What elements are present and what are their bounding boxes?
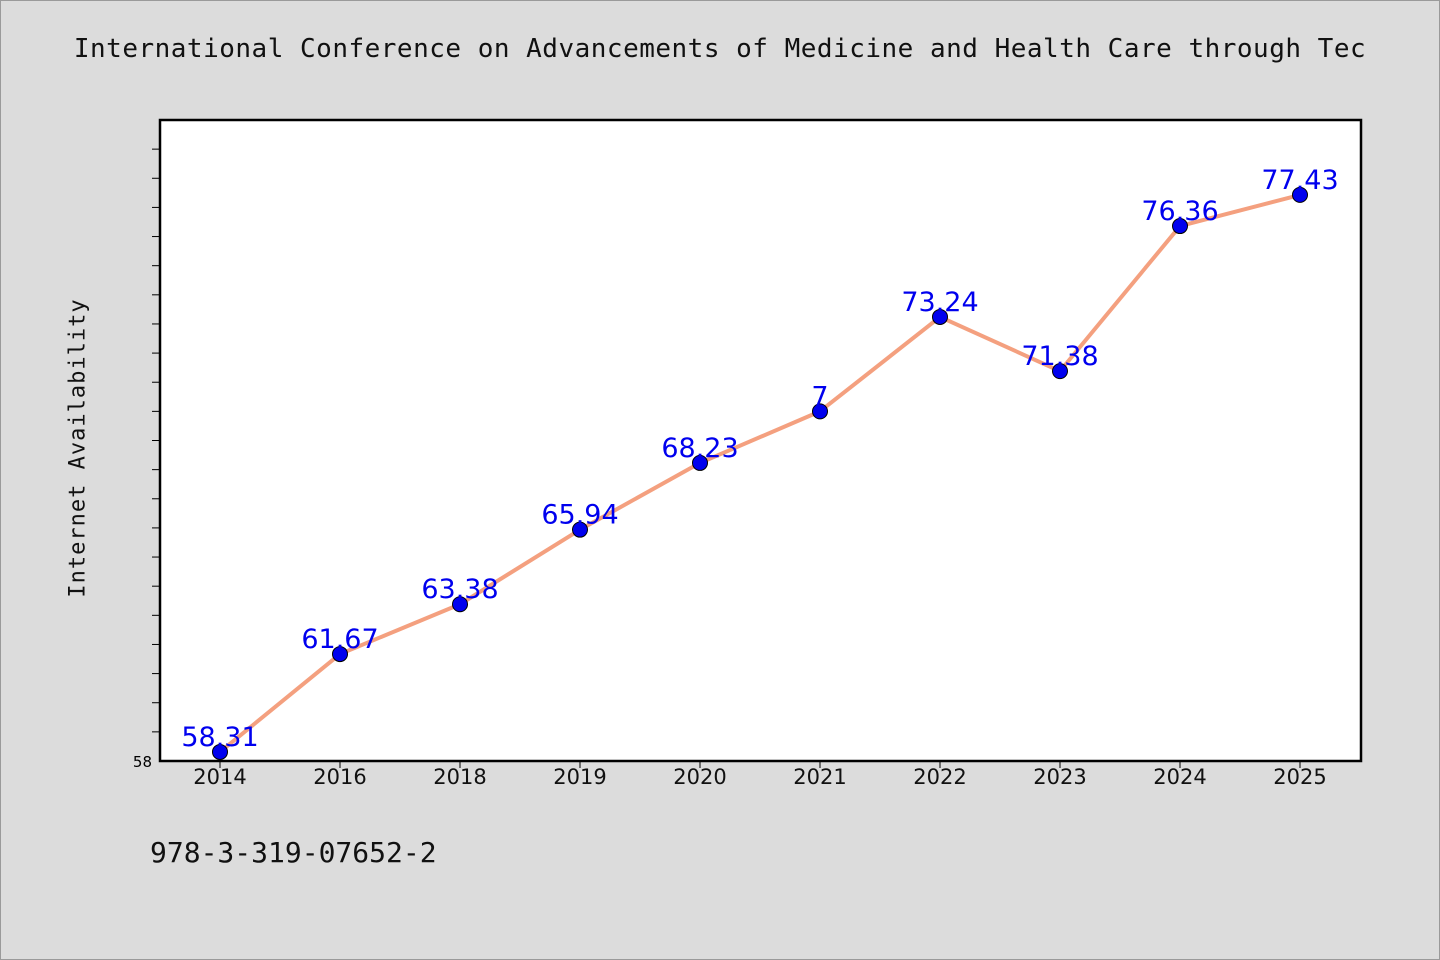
x-tick-label: 2018: [433, 765, 486, 789]
data-label: 63.38: [421, 574, 498, 605]
x-tick-label: 2024: [1153, 765, 1206, 789]
isbn-footer: 978-3-319-07652-2: [150, 836, 437, 869]
x-tick-label: 2022: [913, 765, 966, 789]
data-point: [1052, 363, 1068, 380]
data-point: [212, 743, 228, 760]
x-tick-label: 2023: [1033, 765, 1086, 789]
x-tick-label: 2021: [793, 765, 846, 789]
data-label: 65.94: [541, 500, 618, 531]
data-point: [692, 454, 708, 471]
data-point: [1172, 218, 1188, 235]
data-label: 71.38: [1021, 341, 1098, 372]
data-point: [1292, 186, 1308, 203]
data-label: 77.43: [1261, 165, 1338, 196]
plot-area: [158, 118, 1363, 763]
data-point: [332, 646, 348, 663]
data-label: 7: [811, 381, 828, 412]
data-point: [932, 308, 948, 325]
chart-title: International Conference on Advancements…: [73, 34, 1367, 64]
data-label: 58.31: [181, 722, 258, 753]
data-point: [572, 521, 588, 538]
data-point: [812, 403, 828, 420]
data-label: 73.24: [901, 287, 978, 318]
x-tick-label: 2019: [553, 765, 606, 789]
x-tick-label: 2025: [1273, 765, 1326, 789]
data-label: 68.23: [661, 433, 738, 464]
x-tick-label: 2016: [313, 765, 366, 789]
x-tick-label: 2020: [673, 765, 726, 789]
x-tick-label: 2014: [193, 765, 246, 789]
data-label: 76.36: [1141, 196, 1218, 227]
data-label: 61.67: [301, 624, 378, 655]
y-tick-label: 58: [133, 753, 152, 771]
data-point: [452, 596, 468, 613]
series-line: [218, 192, 1302, 754]
